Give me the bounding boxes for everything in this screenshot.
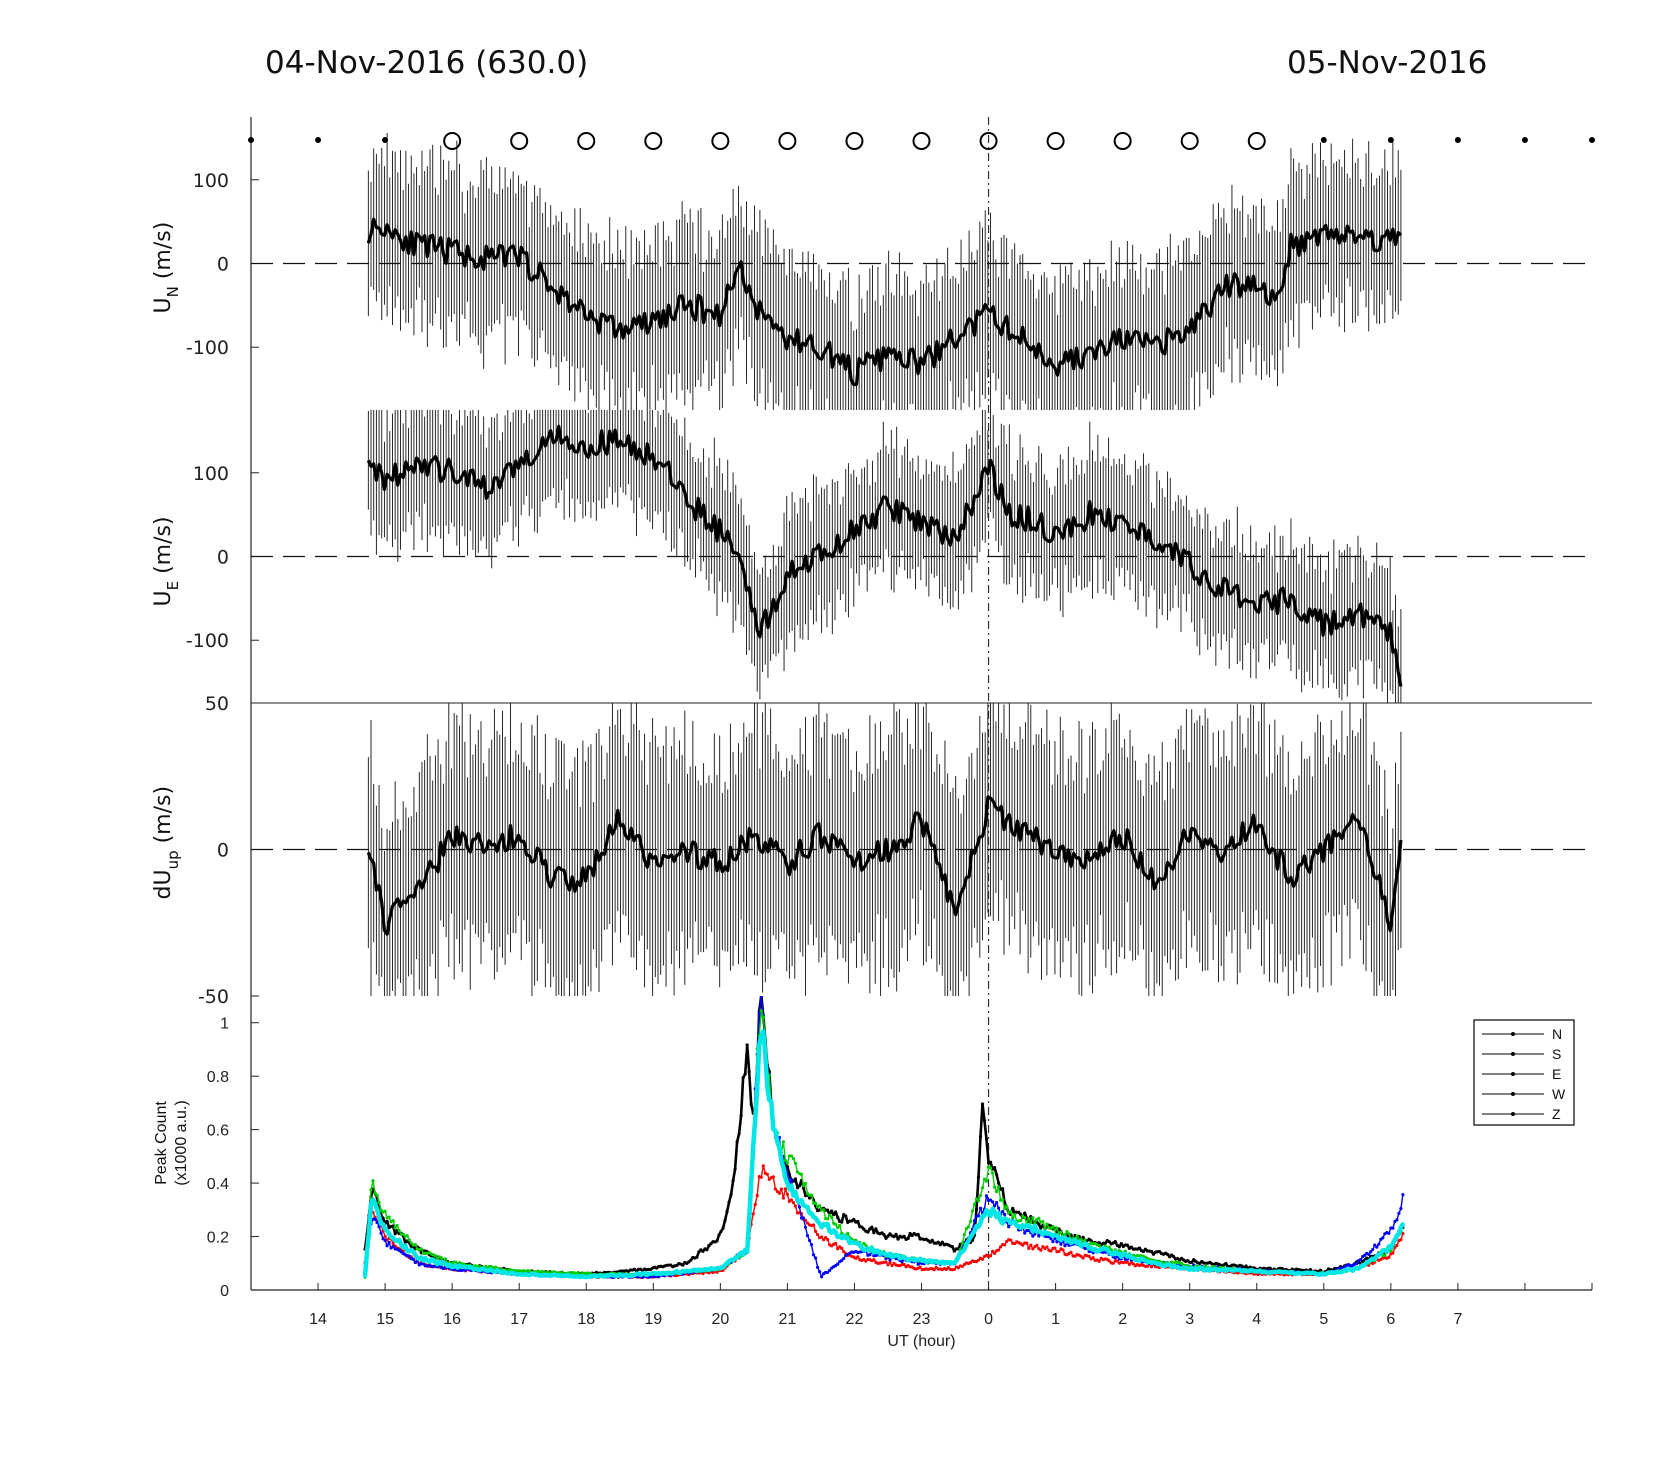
legend-marker: [1511, 1032, 1515, 1036]
legend-marker: [1511, 1092, 1515, 1096]
moon-dot-marker: [1320, 137, 1327, 143]
moon-dot-marker: [382, 137, 389, 143]
x-tick-label: 20: [711, 1311, 729, 1328]
x-tick-label: 23: [913, 1311, 931, 1328]
x-tick-label: 17: [510, 1311, 528, 1328]
y-axis-label: dUup (m/s): [151, 786, 182, 900]
moon-circle-marker: [644, 132, 663, 150]
y-tick-label: 0.2: [207, 1230, 229, 1247]
y-tick-label: 0.4: [207, 1176, 229, 1193]
peak-series-W: [364, 1010, 1404, 1278]
legend-label: S: [1552, 1046, 1561, 1062]
x-tick-label: 19: [644, 1311, 662, 1328]
moon-dot-marker: [315, 137, 322, 143]
x-tick-label: 3: [1185, 1311, 1194, 1328]
peak-count-ylabel: Peak Count: [153, 1101, 170, 1185]
right-date-title: 05-Nov-2016: [1287, 45, 1488, 81]
peak-count-ylabel-unit: (x1000 a.u.): [173, 1100, 190, 1185]
moon-dot-marker: [1454, 137, 1461, 143]
moon-circle-marker: [1180, 132, 1199, 150]
x-tick-label: 6: [1386, 1311, 1395, 1328]
legend-marker: [1511, 1112, 1515, 1116]
x-tick-label: 1: [1051, 1311, 1060, 1328]
y-tick-label: 0.8: [207, 1069, 229, 1086]
panel-1-traces: [366, 410, 1403, 703]
moon-circle-marker: [711, 132, 730, 150]
y-tick-label: 100: [193, 170, 229, 192]
x-tick-label: 2: [1118, 1311, 1127, 1328]
peak-series-S: [364, 1165, 1404, 1279]
y-tick-label: 0: [220, 1283, 229, 1300]
legend-label: Z: [1552, 1106, 1561, 1122]
y-tick-label: -50: [198, 986, 229, 1008]
y-tick-label: 0: [217, 254, 229, 276]
moon-circle-marker: [778, 132, 797, 150]
moon-dot-marker: [248, 137, 254, 143]
moon-dot-marker: [1387, 137, 1394, 143]
peak-series-Z: [362, 1029, 1405, 1280]
legend-marker: [1511, 1072, 1515, 1076]
moon-circle-marker: [1247, 132, 1266, 150]
panel-2-traces: [366, 703, 1403, 996]
x-tick-label: 4: [1252, 1311, 1261, 1328]
x-axis-label: UT (hour): [887, 1333, 955, 1350]
legend-label: N: [1552, 1026, 1562, 1042]
moon-circle-marker: [443, 132, 462, 150]
traces-layer: [362, 133, 1405, 1280]
x-tick-label: 7: [1453, 1311, 1462, 1328]
x-tick-label: 14: [309, 1311, 327, 1328]
moon-circle-marker: [1046, 132, 1065, 150]
y-tick-label: 0: [217, 840, 229, 862]
y-tick-label: 0.6: [207, 1123, 229, 1140]
x-tick-label: 18: [577, 1311, 595, 1328]
x-tick-label: 21: [779, 1311, 797, 1328]
axes-layer: [248, 117, 1595, 1291]
x-tick-label: 15: [376, 1311, 394, 1328]
y-axis-label: UE (m/s): [151, 516, 182, 606]
y-tick-label: 50: [205, 693, 229, 715]
x-tick-label: 16: [443, 1311, 461, 1328]
moon-dot-marker: [1521, 137, 1528, 143]
panel-0-traces: [366, 133, 1403, 410]
y-tick-label: -100: [186, 337, 229, 359]
moon-circle-marker: [845, 132, 864, 150]
moon-circle-marker: [577, 132, 596, 150]
moon-circle-marker: [912, 132, 931, 150]
wind-trace: [366, 795, 1403, 936]
legend-marker: [1511, 1052, 1515, 1056]
x-tick-label: 5: [1319, 1311, 1328, 1328]
legend-label: E: [1552, 1066, 1561, 1082]
left-date-title: 04-Nov-2016 (630.0): [265, 45, 589, 81]
moon-circle-marker: [1113, 132, 1132, 150]
y-tick-label: -100: [186, 630, 229, 652]
x-tick-label: 0: [984, 1311, 993, 1328]
moon-circle-marker: [979, 132, 998, 150]
moon-dot-marker: [1589, 137, 1595, 143]
wind-trace: [366, 217, 1403, 387]
legend-label: W: [1552, 1086, 1566, 1102]
y-axis-label: UN (m/s): [151, 222, 182, 314]
y-tick-label: 100: [193, 463, 229, 485]
y-tick-label: 1: [220, 1016, 229, 1033]
moon-circle-marker: [510, 132, 529, 150]
peak-series-N: [363, 996, 1403, 1276]
wind-trace: [366, 424, 1403, 687]
peak-count-traces: [362, 996, 1405, 1280]
y-tick-label: 0: [217, 547, 229, 569]
x-tick-label: 22: [846, 1311, 864, 1328]
